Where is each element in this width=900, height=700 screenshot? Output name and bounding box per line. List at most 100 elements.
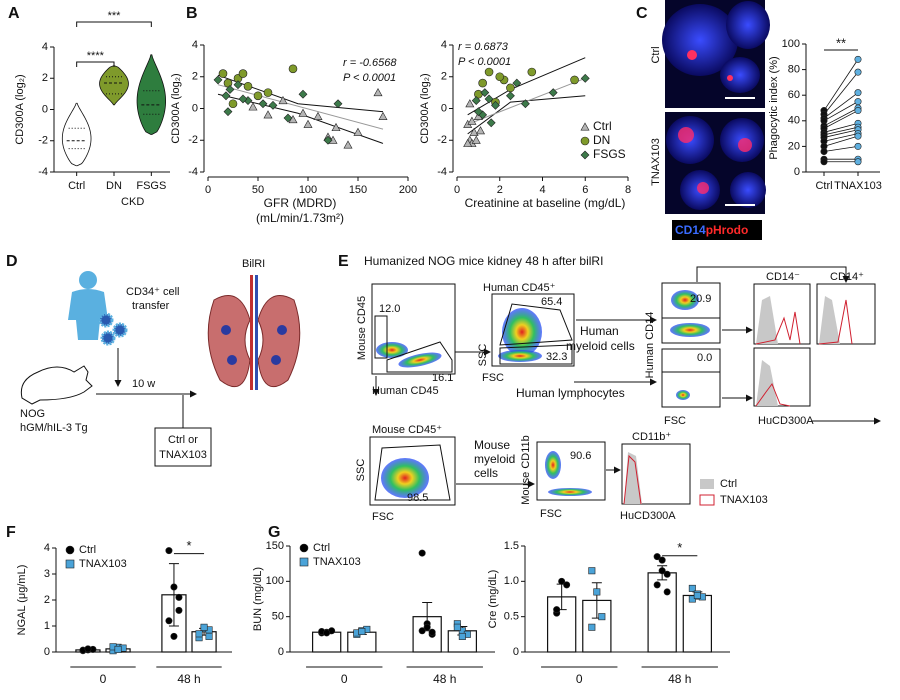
point [471,135,481,144]
panel-label: F [6,524,16,541]
legend-marker [580,136,590,146]
bar [682,594,713,653]
point [471,96,481,105]
point [486,118,496,128]
density [676,390,690,400]
axis-label: Human CD45 [372,385,439,397]
hist-tnax [755,382,791,407]
density [670,323,710,337]
legend-label: Ctrl [313,542,330,554]
x-tick-label: 0 [341,672,348,686]
significance-label: **** [87,50,105,62]
panel-label: A [8,5,20,22]
x-tick-label: 4 [539,184,545,196]
legend-marker [65,545,75,555]
point [223,107,233,117]
transfer-label: transfer [132,300,170,312]
point [473,107,483,117]
point [820,148,828,156]
cell-icon [98,312,114,328]
point [258,99,268,109]
point [580,73,590,83]
axis-label: Human CD14 [644,312,656,379]
density [398,352,442,368]
x-tick-label: 150 [349,184,367,196]
point [373,88,383,97]
point [358,628,366,636]
x-tick-label: Ctrl [68,180,85,192]
violin [61,102,92,167]
density [545,451,561,479]
point [458,632,466,640]
point [484,94,494,104]
axis-label: FSC [540,508,562,520]
y-tick-label: -4 [188,166,198,178]
x-tick-label: 8 [625,184,631,196]
panel-label: E [338,253,349,270]
gate [499,344,573,365]
point [480,88,490,98]
legend-label: TNAX103 [79,558,127,570]
x-axis-label: Creatinine at baseline (mg/dL) [465,196,626,210]
x-tick-label: TNAX103 [834,180,882,192]
pair-line [823,107,859,127]
point [313,111,323,120]
point [233,80,243,90]
legend-label: TNAX103 [313,556,361,568]
point [428,628,436,636]
panel-label: B [186,5,198,22]
population-label: Human lymphocytes [516,386,625,400]
point [343,140,353,149]
point [491,100,500,110]
y-tick-label: -2 [188,134,198,146]
gate [374,444,451,501]
gate [386,341,453,373]
point [238,94,248,104]
y-tick-label: 0 [794,166,800,178]
y-tick-label: 1 [44,620,50,632]
point [854,107,862,115]
point [593,588,601,596]
population-label: myeloid [474,452,515,466]
point [263,88,273,97]
cell-dot [277,325,287,335]
y-axis-label: NGAL (μg/mL) [16,565,28,636]
x-tick-label: 0 [576,672,583,686]
point [854,142,862,150]
point [298,108,308,117]
x-tick-label: 0 [205,184,211,196]
cell [662,4,738,76]
y-tick-label: 20 [788,140,800,152]
annotation: P < 0.0001 [458,56,511,68]
point [170,583,178,591]
y-axis-label: CD300A (log₂) [14,74,26,144]
pair-line [823,135,859,147]
point [588,567,596,575]
point [854,132,862,140]
x-tick-label: 2 [497,184,503,196]
point [598,613,606,621]
pair-line [823,59,859,111]
hist-tnax [818,299,853,345]
stain-legend-bg [672,220,762,240]
point [303,119,313,128]
duration-label: 10 w [132,378,155,390]
y-tick-label: 0 [441,102,447,114]
panel-label: C [636,5,648,22]
point [195,630,203,638]
cell-icon [100,330,116,346]
point [253,91,263,101]
cell-icon [112,322,128,338]
point [476,126,486,135]
cell [720,57,760,93]
point [506,91,515,101]
legend-label: Ctrl [593,119,612,133]
pair-line [823,71,859,115]
panel-label: G [268,524,280,541]
gate-value: 0.0 [697,352,712,364]
x-axis-label: GFR (MDRD) [264,196,337,210]
population-label: Human [580,324,619,338]
point [165,547,173,555]
hist-ctrl [819,296,840,344]
cell [726,1,770,49]
